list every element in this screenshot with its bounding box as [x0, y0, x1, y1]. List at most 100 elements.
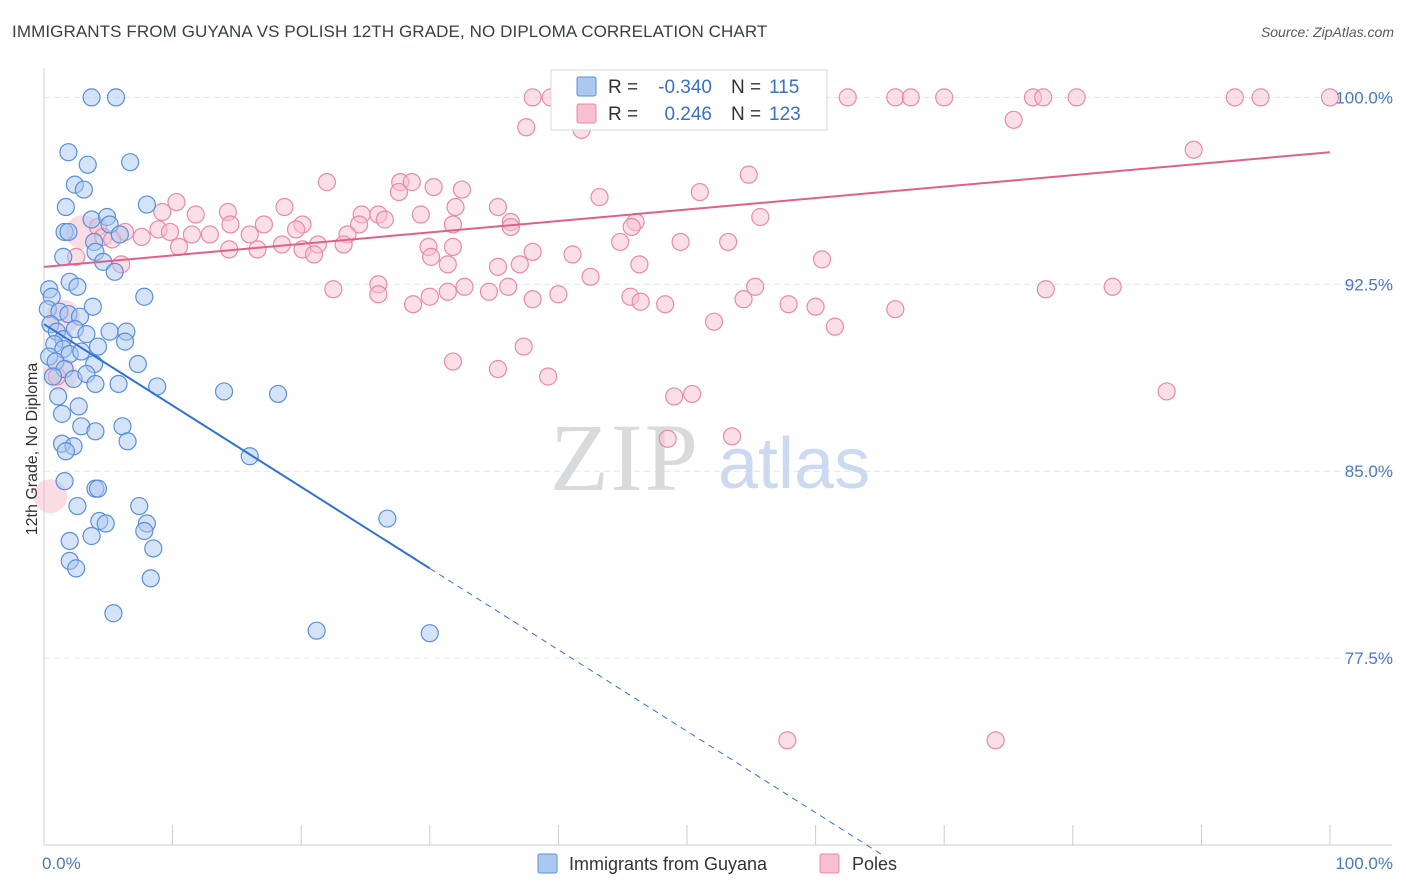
y-tick-label-0: 77.5% — [1345, 649, 1393, 668]
guyana-point — [43, 367, 63, 386]
guyana-point — [59, 222, 78, 242]
poles-point — [455, 277, 474, 296]
source-label: Source: ZipAtlas.com — [1260, 24, 1394, 40]
poles-point — [1251, 88, 1270, 107]
poles-point — [523, 290, 542, 309]
y-tick-label-2: 92.5% — [1345, 275, 1393, 294]
poles-point — [421, 247, 441, 266]
poles-point — [722, 427, 742, 446]
poles-point — [517, 118, 536, 137]
poles-point — [169, 237, 189, 257]
poles-point — [523, 242, 542, 261]
poles-point — [901, 88, 920, 107]
poles-point — [132, 227, 151, 247]
poles-point — [443, 215, 463, 234]
guyana-point — [68, 496, 87, 516]
poles-point — [275, 197, 294, 217]
legend-swatch-guyana — [576, 76, 597, 97]
poles-point — [739, 165, 758, 184]
poles-point — [286, 220, 306, 239]
guyana-point — [69, 397, 88, 416]
poles-point — [746, 277, 765, 296]
y-axis-label: 12th Grade, No Diploma — [24, 363, 41, 536]
guyana-point — [100, 322, 119, 341]
guyana-point — [83, 297, 102, 316]
poles-point — [499, 277, 518, 296]
guyana-point — [68, 277, 87, 296]
poles-point — [402, 173, 421, 192]
legend-n-value-1: 115 — [769, 77, 799, 98]
poles-point — [563, 245, 582, 264]
axes — [43, 68, 1392, 846]
poles-point — [452, 180, 472, 199]
legend-top: R = -0.340 N = 115 R = 0.246 N = 123 — [550, 69, 828, 131]
guyana-point — [121, 153, 140, 172]
legend-n-label-1: N = — [731, 77, 761, 98]
poles-point — [420, 287, 439, 306]
guyana-trend-line — [43, 323, 431, 570]
poles-point — [248, 240, 267, 259]
poles-point — [514, 337, 533, 356]
guyana-point — [59, 143, 78, 162]
poles-point — [671, 232, 690, 252]
guyana-point — [144, 539, 163, 558]
guyana-point — [268, 384, 288, 404]
guyana-point — [55, 472, 74, 491]
poles-point — [690, 182, 709, 202]
guyana-point — [56, 197, 75, 217]
poles-point — [779, 295, 798, 314]
legend-r-label-1: R = — [608, 77, 638, 98]
guyana-point — [88, 337, 108, 356]
guyana-trend-extension — [429, 567, 883, 856]
guyana-point — [307, 621, 326, 640]
poles-point — [1225, 88, 1244, 107]
poles-point — [886, 300, 905, 319]
poles-point — [683, 384, 702, 404]
x-tick-label-0: 0.0% — [42, 854, 81, 873]
guyana-point — [49, 387, 68, 406]
poles-point — [1036, 280, 1055, 299]
poles-point — [523, 88, 542, 107]
guyana-point — [56, 442, 75, 461]
poles-point — [719, 232, 738, 252]
legend-bottom: Immigrants from Guyana Poles — [537, 853, 897, 874]
legend-n-label-2: N = — [731, 104, 761, 125]
guyana-point — [105, 262, 124, 281]
poles-point — [501, 217, 520, 237]
poles-point — [160, 222, 180, 242]
poles-point — [935, 88, 954, 107]
poles-point — [153, 202, 172, 222]
guyana-point — [82, 88, 101, 107]
legend-r-label-2: R = — [608, 104, 638, 125]
poles-point — [1067, 88, 1086, 107]
poles-point — [488, 197, 508, 217]
poles-point — [304, 245, 324, 264]
grid — [44, 96, 1392, 659]
poles-point — [658, 429, 677, 448]
poles-point — [488, 359, 508, 379]
poles-point — [443, 237, 463, 257]
poles-point — [656, 295, 675, 314]
guyana-point — [420, 624, 439, 643]
guyana-point — [82, 526, 101, 546]
poles-point — [590, 187, 609, 207]
poles-point — [389, 182, 409, 202]
poles-point — [349, 215, 369, 234]
guyana-point — [78, 155, 97, 174]
poles-point — [403, 295, 423, 314]
legend-r-value-2: 0.246 — [664, 104, 712, 125]
poles-point — [751, 207, 770, 227]
poles-point — [611, 232, 630, 252]
guyana-point — [74, 180, 93, 199]
poles-point — [665, 387, 684, 406]
guyana-point — [86, 422, 105, 441]
guyana-point — [109, 374, 128, 394]
watermark: ZIP atlas — [550, 404, 870, 511]
guyana-point — [88, 479, 108, 498]
guyana-point — [118, 432, 137, 451]
poles-point — [317, 173, 337, 192]
poles-point — [622, 217, 641, 237]
poles-point — [438, 282, 457, 301]
guyana-point — [135, 521, 154, 541]
